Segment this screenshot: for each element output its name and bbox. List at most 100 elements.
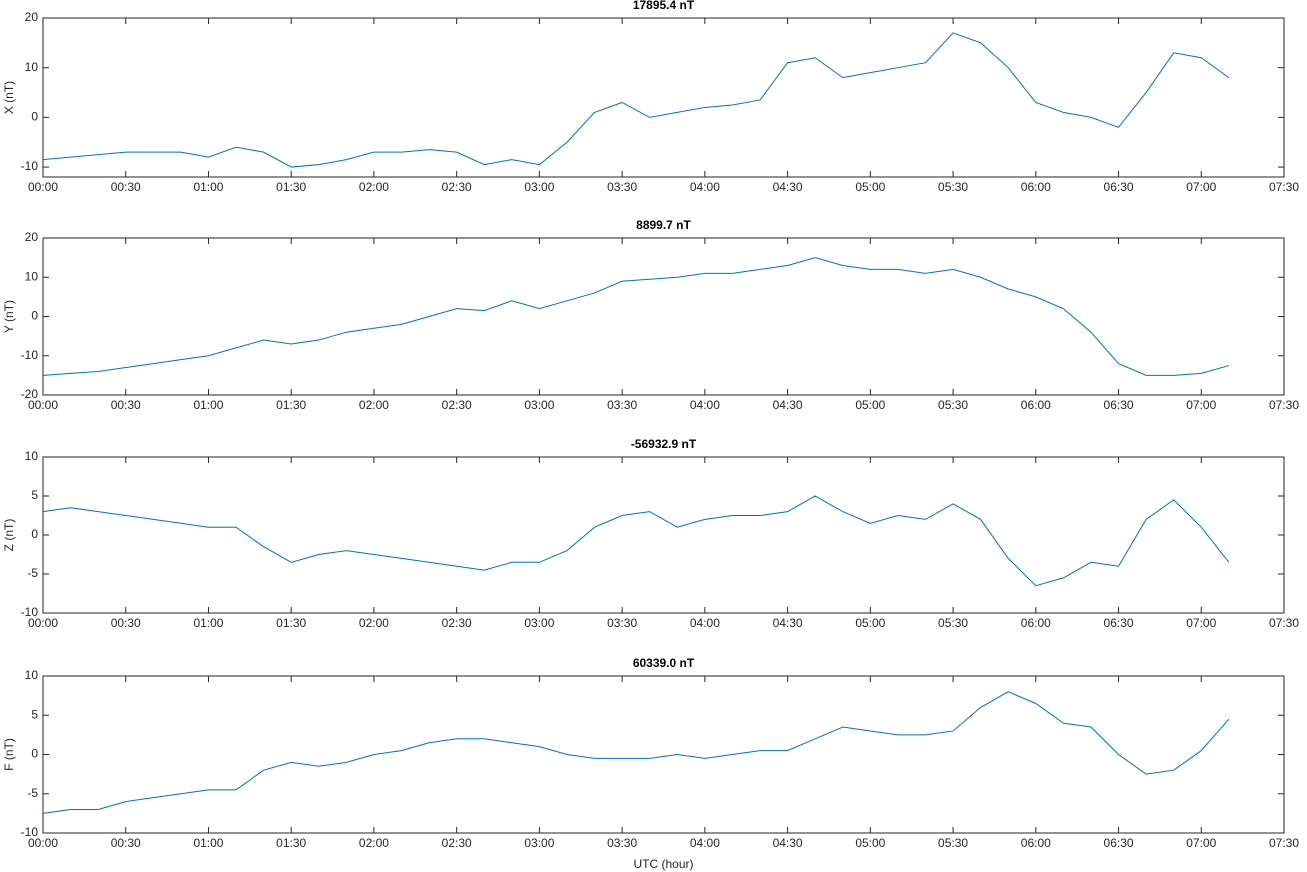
chart-title: 17895.4 nT [633,0,695,12]
y-tick-label: 10 [25,60,39,74]
x-tick-label: 06:30 [1104,398,1134,412]
y-tick-label: -10 [21,159,39,173]
x-tick-label: 04:00 [690,398,720,412]
y-tick-label: 0 [31,527,38,541]
x-tick-label: 04:00 [690,180,720,194]
x-tick-label: 01:30 [276,398,306,412]
x-tick-label: 06:00 [1021,836,1051,850]
x-tick-label: 02:00 [359,836,389,850]
x-tick-label: 07:00 [1186,180,1216,194]
x-tick-label: 01:00 [193,616,223,630]
x-tick-label: 02:00 [359,398,389,412]
y-axis-label: F (nT) [2,738,16,771]
x-tick-label: 05:00 [855,180,885,194]
x-tick-label: 07:00 [1186,616,1216,630]
y-tick-label: -5 [27,786,38,800]
x-tick-label: 05:00 [855,616,885,630]
x-tick-label: 05:00 [855,836,885,850]
x-tick-label: 05:30 [938,616,968,630]
x-tick-label: 03:00 [524,836,554,850]
x-tick-label: 03:00 [524,616,554,630]
x-tick-label: 06:00 [1021,180,1051,194]
x-tick-label: 04:30 [773,836,803,850]
x-tick-label: 07:30 [1269,616,1299,630]
x-tick-label: 01:00 [193,180,223,194]
plot-frame [42,675,1285,834]
x-tick-label: 07:00 [1186,836,1216,850]
x-tick-label: 02:30 [442,180,472,194]
x-tick-label: 00:00 [28,836,58,850]
x-tick-label: 03:30 [607,836,637,850]
x-tick-label: 06:00 [1021,616,1051,630]
y-tick-label: 20 [25,10,39,24]
x-tick-label: 02:00 [359,180,389,194]
y-axis-label: Z (nT) [2,519,16,552]
x-tick-label: 04:30 [773,180,803,194]
plot-frame [42,456,1285,614]
x-tick-label: 03:30 [607,398,637,412]
x-tick-label: 00:00 [28,616,58,630]
x-tick-label: 01:30 [276,180,306,194]
y-axis-label: X (nT) [2,81,16,114]
x-tick-label: 00:30 [111,616,141,630]
y-tick-label: -10 [21,605,39,619]
plot-frame [42,17,1285,178]
x-tick-label: 04:30 [773,616,803,630]
y-tick-label: 10 [25,449,39,463]
x-tick-label: 02:30 [442,398,472,412]
y-tick-label: 0 [31,309,38,323]
x-tick-label: 05:30 [938,398,968,412]
y-tick-label: -20 [21,387,39,401]
data-line [42,32,1230,168]
y-tick-label: 0 [31,110,38,124]
x-tick-label: 03:00 [524,180,554,194]
x-tick-label: 04:00 [690,616,720,630]
x-tick-label: 05:30 [938,836,968,850]
y-tick-label: 5 [31,707,38,721]
x-tick-label: 01:00 [193,836,223,850]
y-tick-label: 0 [31,747,38,761]
chart-title: -56932.9 nT [631,437,697,451]
x-tick-label: 02:00 [359,616,389,630]
data-line [42,691,1230,814]
y-tick-label: -10 [21,825,39,839]
y-tick-label: -5 [27,566,38,580]
x-tick-label: 07:30 [1269,836,1299,850]
x-tick-label: 07:30 [1269,180,1299,194]
x-tick-label: 07:30 [1269,398,1299,412]
y-tick-label: 5 [31,488,38,502]
chart-title: 8899.7 nT [636,218,691,232]
data-line [42,257,1229,376]
x-tick-label: 00:30 [111,180,141,194]
x-tick-label: 01:00 [193,398,223,412]
x-tick-label: 00:00 [28,180,58,194]
x-axis-label: UTC (hour) [633,857,693,871]
y-tick-label: 10 [25,668,39,682]
x-tick-label: 01:30 [276,836,306,850]
x-tick-label: 02:30 [442,836,472,850]
x-tick-label: 02:30 [442,616,472,630]
x-tick-label: 04:00 [690,836,720,850]
x-tick-label: 06:30 [1104,616,1134,630]
x-tick-label: 05:00 [855,398,885,412]
x-tick-label: 00:30 [111,398,141,412]
x-tick-label: 00:30 [111,836,141,850]
y-axis-label: Y (nT) [2,300,16,333]
x-tick-label: 05:30 [938,180,968,194]
y-tick-label: 10 [25,269,39,283]
x-tick-label: 06:30 [1104,180,1134,194]
y-tick-label: -10 [21,348,39,362]
x-tick-label: 06:00 [1021,398,1051,412]
y-tick-label: 20 [25,230,39,244]
data-line [42,495,1230,587]
x-tick-label: 07:00 [1186,398,1216,412]
x-tick-label: 01:30 [276,616,306,630]
chart-title: 60339.0 nT [633,656,695,670]
x-tick-label: 06:30 [1104,836,1134,850]
x-tick-label: 03:00 [524,398,554,412]
plot-frame [42,237,1285,396]
x-tick-label: 03:30 [607,180,637,194]
x-tick-label: 03:30 [607,616,637,630]
